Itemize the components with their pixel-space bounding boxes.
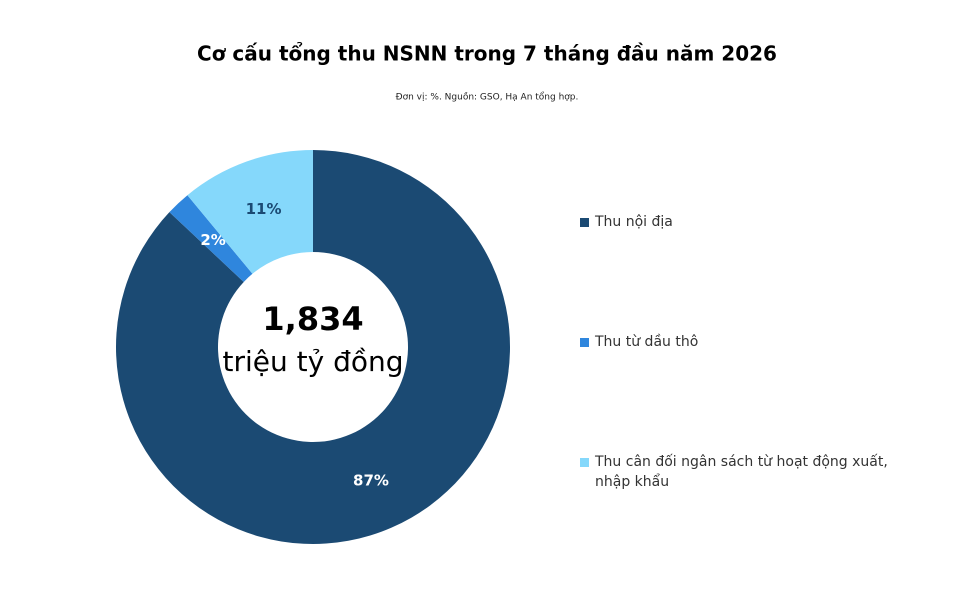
chart-subtitle: Đơn vị: %. Nguồn: GSO, Hạ An tổng hợp. <box>396 92 579 103</box>
donut-slice <box>115 150 510 544</box>
legend-label: Thu nội địa <box>595 214 673 230</box>
chart-title: Cơ cấu tổng thu NSNN trong 7 tháng đầu n… <box>197 42 777 66</box>
legend-swatch <box>580 218 589 227</box>
slice-label: 2% <box>200 231 225 249</box>
legend-swatch <box>580 338 589 347</box>
legend-label: Thu cân đối ngân sách từ hoạt động xuất,… <box>595 454 888 490</box>
slice-label: 11% <box>246 200 282 218</box>
center-unit: triệu tỷ đồng <box>222 345 403 378</box>
legend-label: Thu từ dầu thô <box>595 334 699 350</box>
legend-item: Thu cân đối ngân sách từ hoạt động xuất,… <box>580 452 910 492</box>
slice-label: 87% <box>353 471 389 489</box>
donut-slice <box>169 195 253 282</box>
legend-item: Thu nội địa <box>580 212 910 232</box>
donut-slice <box>187 150 313 274</box>
center-value: 1,834 <box>262 300 363 338</box>
legend-swatch <box>580 458 589 467</box>
legend-item: Thu từ dầu thô <box>580 332 910 352</box>
